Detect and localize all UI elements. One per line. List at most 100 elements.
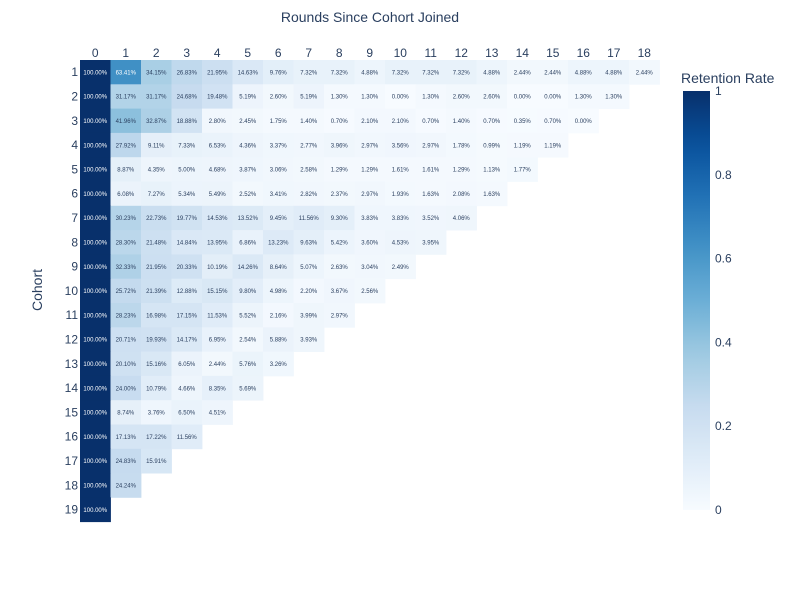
cell-label: 2.60% (270, 95, 288, 101)
colorbar-tick-label: 0.2 (715, 419, 732, 433)
cell-label: 3.87% (239, 168, 257, 174)
heatmap-cell (293, 108, 325, 134)
cell-label: 28.30% (116, 240, 137, 246)
heatmap-cell (171, 254, 203, 280)
cell-label: 1.75% (270, 119, 288, 125)
cell-label: 2.49% (392, 265, 410, 271)
heatmap-cell (507, 84, 538, 109)
cell-label: 10.79% (146, 386, 167, 392)
cell-label: 2.82% (300, 192, 318, 198)
heatmap-cell (110, 303, 142, 328)
cell-label: 28.23% (116, 313, 137, 319)
cell-label: 21.48% (146, 240, 167, 246)
cell-label: 1.29% (361, 168, 379, 174)
cell-label: 2.37% (331, 192, 349, 198)
cell-label: 100.00% (83, 216, 107, 222)
heatmap-cell (141, 230, 172, 255)
cell-label: 0.00% (544, 95, 562, 101)
cell-label: 3.60% (361, 240, 379, 246)
cell-label: 21.95% (146, 265, 167, 271)
cell-label: 4.51% (209, 411, 227, 417)
heatmap-cell (171, 303, 203, 328)
cell-label: 2.97% (331, 313, 349, 319)
cell-label: 5.00% (178, 168, 196, 174)
cell-label: 1.78% (453, 143, 471, 149)
heatmap-cell (80, 400, 111, 425)
cell-label: 9.11% (148, 143, 165, 149)
heatmap-cell (80, 108, 111, 134)
cell-label: 3.67% (331, 289, 349, 295)
heatmap-cell (80, 205, 111, 231)
cell-label: 4.06% (453, 216, 471, 222)
cell-label: 6.95% (209, 338, 227, 344)
heatmap-cell (293, 254, 325, 280)
cell-label: 6.53% (209, 143, 227, 149)
cell-label: 17.13% (116, 435, 137, 441)
cell-label: 100.00% (83, 459, 107, 465)
cell-label: 2.80% (209, 119, 227, 125)
cell-label: 0.00% (392, 95, 410, 101)
heatmap-cell (202, 157, 233, 182)
heatmap-cell (110, 254, 142, 280)
cell-label: 10.19% (207, 265, 228, 271)
cell-label: 2.60% (453, 95, 471, 101)
cell-label: 8.74% (117, 411, 135, 417)
cell-label: 4.98% (270, 289, 288, 295)
x-tick-label: 5 (244, 46, 251, 60)
heatmap-cell (415, 157, 447, 182)
x-tick-label: 17 (607, 46, 621, 60)
cell-label: 7.32% (300, 70, 318, 76)
cell-label: 24.24% (116, 483, 137, 489)
heatmap-cell (110, 351, 142, 377)
cell-label: 4.88% (361, 70, 379, 76)
cell-label: 2.44% (209, 362, 227, 368)
heatmap-cell (385, 205, 416, 231)
cell-label: 9.63% (300, 240, 318, 246)
cell-label: 1.30% (422, 95, 440, 101)
heatmap-cell (141, 108, 172, 134)
cell-label: 2.10% (392, 119, 410, 125)
heatmap-cell (171, 400, 203, 425)
cell-label: 2.77% (300, 143, 318, 149)
cell-label: 11.56% (177, 435, 198, 441)
heatmap-cell (476, 157, 508, 182)
heatmap-cell (354, 254, 386, 280)
x-tick-label: 14 (516, 46, 530, 60)
cell-label: 3.83% (361, 216, 379, 222)
cell-label: 11.53% (207, 313, 228, 319)
heatmap-cell (354, 84, 386, 109)
heatmap-cell (202, 132, 233, 158)
cell-label: 100.00% (83, 362, 107, 368)
heatmap-cell (80, 448, 111, 474)
heatmap-cell (80, 303, 111, 328)
heatmap-cell (324, 84, 355, 109)
cell-label: 0.00% (514, 95, 532, 101)
heatmap-cell (110, 181, 142, 207)
heatmap-cell (202, 108, 233, 134)
cell-label: 100.00% (83, 95, 107, 101)
heatmap-cell (415, 132, 447, 158)
heatmap-cell (354, 157, 386, 182)
cell-label: 0.99% (483, 143, 501, 149)
heatmap-cell (110, 108, 142, 134)
heatmap-cell (263, 278, 294, 304)
colorbar-tick-label: 0.6 (715, 252, 732, 266)
cell-label: 2.56% (361, 289, 379, 295)
cell-label: 0.70% (331, 119, 349, 125)
cell-label: 16.98% (146, 313, 167, 319)
cell-label: 15.16% (146, 362, 167, 368)
y-tick-label: 7 (71, 211, 78, 225)
x-tick-label: 8 (336, 46, 343, 60)
cell-label: 3.04% (361, 265, 379, 271)
cell-label: 3.96% (331, 143, 349, 149)
heatmap-cell (171, 327, 203, 352)
heatmap-cell (537, 60, 569, 85)
cell-label: 100.00% (83, 289, 107, 295)
cell-label: 1.61% (422, 168, 440, 174)
heatmap-cell (354, 230, 386, 255)
heatmap-cell (202, 278, 233, 304)
heatmap-cell (202, 375, 233, 401)
heatmap-cell (80, 278, 111, 304)
heatmap-cell (110, 84, 142, 109)
heatmap-cell (110, 400, 142, 425)
